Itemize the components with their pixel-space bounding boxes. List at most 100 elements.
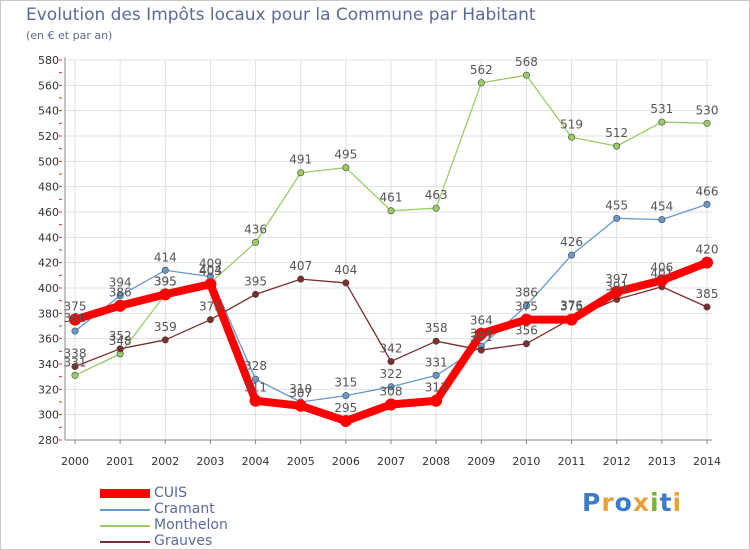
data-label-monthelon: 331 xyxy=(64,355,87,369)
legend-item-monthelon: Monthelon xyxy=(100,517,300,534)
data-label-cramant: 354 xyxy=(470,326,493,340)
data-point-monthelon xyxy=(297,169,305,177)
data-point-monthelon xyxy=(71,371,79,379)
data-point-grauves xyxy=(252,290,260,298)
data-point-cramant xyxy=(522,302,530,310)
data-point-cuis xyxy=(114,299,127,312)
legend-label-grauves: Grauves xyxy=(154,533,213,549)
data-label-cramant: 414 xyxy=(154,250,177,264)
data-point-grauves xyxy=(116,345,124,353)
data-point-cramant xyxy=(568,251,576,259)
data-label-grauves: 395 xyxy=(244,274,267,288)
data-point-cramant xyxy=(161,266,169,274)
y-tick-label: 580 xyxy=(38,54,59,67)
data-label-cramant: 366 xyxy=(64,311,87,325)
data-point-cuis xyxy=(610,285,623,298)
data-point-cuis xyxy=(69,313,81,326)
logo-letter-x: x xyxy=(632,488,650,517)
y-tick-label: 320 xyxy=(38,383,59,396)
data-point-monthelon xyxy=(252,238,260,246)
data-point-monthelon xyxy=(522,71,530,79)
data-label-grauves: 404 xyxy=(334,263,357,277)
data-label-cramant: 455 xyxy=(605,198,628,212)
data-label-cuis: 364 xyxy=(470,314,493,328)
data-label-monthelon: 491 xyxy=(289,153,312,167)
logo-letter-i1: i xyxy=(650,488,660,517)
data-point-monthelon xyxy=(342,164,350,172)
data-label-cuis: 375 xyxy=(64,300,87,314)
logo-letter-i2: i xyxy=(672,488,683,517)
proxiti-logo: Proxiti xyxy=(582,488,682,517)
legend-label-monthelon: Monthelon xyxy=(154,517,228,533)
data-point-cuis xyxy=(565,313,578,326)
data-label-grauves: 352 xyxy=(109,329,132,343)
data-point-cuis xyxy=(339,415,352,427)
data-point-cuis xyxy=(701,256,713,269)
data-label-cuis: 406 xyxy=(650,260,673,274)
data-point-monthelon xyxy=(477,79,485,87)
data-point-grauves xyxy=(703,303,711,311)
data-label-monthelon: 395 xyxy=(154,274,177,288)
data-point-grauves xyxy=(342,279,350,287)
data-point-grauves xyxy=(297,275,305,283)
data-point-cuis xyxy=(294,399,307,412)
data-point-cramant xyxy=(387,383,395,391)
data-label-cuis: 308 xyxy=(380,385,403,399)
data-label-cuis: 397 xyxy=(605,272,628,286)
data-label-grauves: 351 xyxy=(470,330,493,344)
data-label-cuis: 375 xyxy=(560,300,583,314)
data-label-monthelon: 562 xyxy=(470,63,493,77)
data-point-grauves xyxy=(432,337,440,345)
data-label-cramant: 409 xyxy=(199,257,222,271)
x-tick-label: 2004 xyxy=(242,455,270,468)
chart-title: Evolution des Impôts locaux pour la Comm… xyxy=(26,5,536,25)
x-tick-label: 2001 xyxy=(106,455,134,468)
legend-swatch-cramant xyxy=(100,509,150,511)
legend-item-cuis: CUIS xyxy=(100,485,300,502)
legend-item-grauves: Grauves xyxy=(100,533,300,550)
data-label-grauves: 407 xyxy=(289,259,312,273)
data-label-cramant: 426 xyxy=(560,235,583,249)
data-label-grauves: 385 xyxy=(696,287,719,301)
data-label-grauves: 375 xyxy=(199,300,222,314)
data-point-grauves xyxy=(477,346,485,354)
logo-letter-t: t xyxy=(659,488,673,517)
data-label-monthelon: 530 xyxy=(696,103,719,117)
x-tick-label: 2003 xyxy=(196,455,224,468)
data-label-monthelon: 568 xyxy=(515,55,538,69)
chart-subtitle: (en € et par an) xyxy=(26,29,113,42)
logo-letter-p: P xyxy=(582,488,602,517)
data-point-cramant xyxy=(703,200,711,208)
x-tick-label: 2013 xyxy=(648,455,676,468)
data-label-cramant: 386 xyxy=(515,286,538,300)
y-tick-label: 560 xyxy=(38,79,59,92)
data-label-grauves: 376 xyxy=(560,298,583,312)
data-point-cuis xyxy=(430,394,443,407)
y-tick-label: 500 xyxy=(38,155,59,168)
data-point-monthelon xyxy=(568,133,576,141)
y-tick-label: 460 xyxy=(38,206,59,219)
legend-item-cramant: Cramant xyxy=(100,501,300,518)
data-label-grauves: 401 xyxy=(650,267,673,281)
legend-swatch-monthelon xyxy=(100,525,150,527)
x-tick-label: 2006 xyxy=(332,455,360,468)
data-label-cuis: 403 xyxy=(199,264,222,278)
data-point-cramant xyxy=(342,392,350,400)
data-point-cuis xyxy=(249,394,262,407)
x-tick-label: 2011 xyxy=(558,455,586,468)
data-point-monthelon xyxy=(387,207,395,215)
data-label-cramant: 394 xyxy=(109,276,132,290)
data-point-cuis xyxy=(204,278,217,291)
label-layer: 331 348 395 404 436 491 495 461 463 562 568 519 512 5… xyxy=(64,55,719,415)
x-tick-label: 2002 xyxy=(151,455,179,468)
data-point-cuis xyxy=(159,288,172,301)
series-layer xyxy=(69,71,713,427)
x-tick-label: 2009 xyxy=(467,455,495,468)
legend-swatch-cuis xyxy=(100,489,150,498)
y-tick-label: 540 xyxy=(38,105,59,118)
data-label-monthelon: 436 xyxy=(244,222,267,236)
data-label-cramant: 310 xyxy=(289,382,312,396)
x-tick-label: 2005 xyxy=(287,455,315,468)
